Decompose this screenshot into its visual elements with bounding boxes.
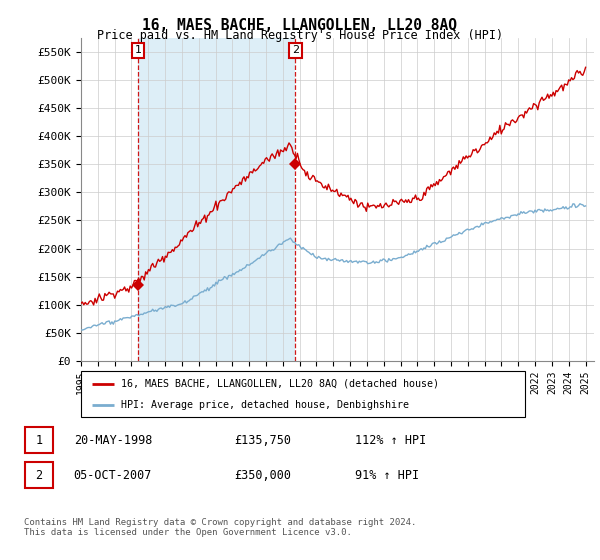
Text: Contains HM Land Registry data © Crown copyright and database right 2024.
This d: Contains HM Land Registry data © Crown c… <box>24 518 416 538</box>
Text: £135,750: £135,750 <box>234 433 291 447</box>
Text: HPI: Average price, detached house, Denbighshire: HPI: Average price, detached house, Denb… <box>121 400 409 410</box>
Text: 20-MAY-1998: 20-MAY-1998 <box>74 433 152 447</box>
Bar <box>25 427 53 453</box>
Text: 16, MAES BACHE, LLANGOLLEN, LL20 8AQ: 16, MAES BACHE, LLANGOLLEN, LL20 8AQ <box>143 18 458 33</box>
Text: 2: 2 <box>292 45 299 55</box>
Text: 112% ↑ HPI: 112% ↑ HPI <box>355 433 427 447</box>
Text: 91% ↑ HPI: 91% ↑ HPI <box>355 469 419 482</box>
Text: 1: 1 <box>134 45 142 55</box>
Text: 1: 1 <box>35 433 43 447</box>
Bar <box>25 463 53 488</box>
Text: 05-OCT-2007: 05-OCT-2007 <box>74 469 152 482</box>
Text: 16, MAES BACHE, LLANGOLLEN, LL20 8AQ (detached house): 16, MAES BACHE, LLANGOLLEN, LL20 8AQ (de… <box>121 379 439 389</box>
Bar <box>138 38 295 361</box>
Text: £350,000: £350,000 <box>234 469 291 482</box>
Text: Price paid vs. HM Land Registry's House Price Index (HPI): Price paid vs. HM Land Registry's House … <box>97 29 503 42</box>
Text: 2: 2 <box>35 469 43 482</box>
